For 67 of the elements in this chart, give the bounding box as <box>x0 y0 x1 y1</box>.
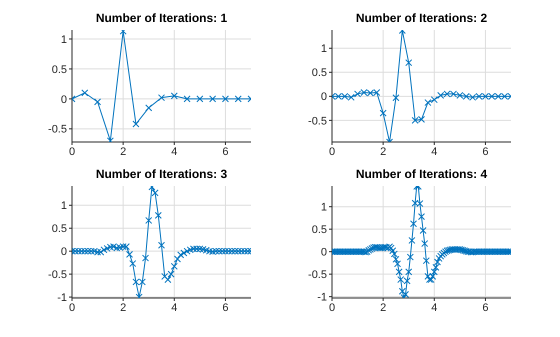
y-tick-label: 0.5 <box>312 224 327 236</box>
y-tick-label: -0.5 <box>48 269 67 282</box>
line-series <box>72 186 251 298</box>
x-tick-label: 6 <box>222 302 228 314</box>
x-tick-label: 0 <box>328 302 336 314</box>
chart-title: Number of Iterations: 1 <box>94 10 228 26</box>
point <box>234 95 242 102</box>
point <box>129 260 136 268</box>
y-tick-label: -1 <box>57 292 67 304</box>
x-tick-label: 2 <box>380 146 386 158</box>
y-tick-label: 0.5 <box>312 67 327 80</box>
point <box>164 276 172 284</box>
point <box>158 94 165 102</box>
x-tick-label: 4 <box>171 302 178 314</box>
point <box>81 89 88 96</box>
point <box>154 212 162 219</box>
y-tick-label: 1 <box>320 202 327 214</box>
point <box>132 120 140 128</box>
point <box>209 95 216 102</box>
y-tick-label: 0.5 <box>52 64 67 76</box>
y-tick-label: -0.5 <box>48 124 67 136</box>
point <box>174 255 181 262</box>
point <box>170 262 178 270</box>
point <box>392 94 400 102</box>
point <box>152 189 159 196</box>
point <box>405 59 412 66</box>
y-tick-label: -1 <box>317 292 327 304</box>
x-tick-label: 0 <box>68 302 76 314</box>
point <box>170 92 178 100</box>
point <box>158 242 165 249</box>
y-tick-label: 0 <box>60 94 67 106</box>
y-tick-label: -0.5 <box>308 269 327 282</box>
x-tick-label: 6 <box>482 302 488 314</box>
x-tick-label: 4 <box>431 146 438 158</box>
point <box>126 250 134 258</box>
point <box>222 95 229 102</box>
x-tick-label: 6 <box>222 146 228 158</box>
x-tick-label: 4 <box>171 146 178 158</box>
x-tick-label: 2 <box>120 146 126 158</box>
point <box>180 250 188 257</box>
x-tick-label: 0 <box>328 146 336 158</box>
point <box>94 98 102 106</box>
chart-title: Number of Iterations: 2 <box>354 10 488 26</box>
y-tick-label: -0.5 <box>308 115 327 128</box>
chart-title: Number of Iterations: 4 <box>354 166 488 182</box>
point <box>177 251 184 258</box>
x-tick-label: 6 <box>482 146 488 158</box>
point <box>145 104 152 112</box>
x-tick-label: 4 <box>431 302 438 314</box>
y-tick-label: 1 <box>60 200 67 212</box>
y-tick-label: 0 <box>320 91 327 104</box>
point <box>142 254 150 262</box>
chart-title: Number of Iterations: 3 <box>94 166 228 182</box>
line-series <box>72 30 251 142</box>
point <box>380 110 387 117</box>
y-tick-label: 1 <box>60 34 67 46</box>
x-tick-label: 2 <box>380 302 386 314</box>
y-tick-label: 0 <box>60 246 67 258</box>
y-tick-label: 0.5 <box>52 223 67 236</box>
point <box>184 95 191 102</box>
line-series <box>332 30 511 142</box>
x-tick-label: 0 <box>68 146 76 158</box>
x-tick-label: 2 <box>120 302 126 314</box>
point <box>145 216 152 224</box>
y-tick-label: 0 <box>320 246 327 259</box>
y-tick-label: 1 <box>320 43 327 56</box>
point <box>196 95 204 102</box>
